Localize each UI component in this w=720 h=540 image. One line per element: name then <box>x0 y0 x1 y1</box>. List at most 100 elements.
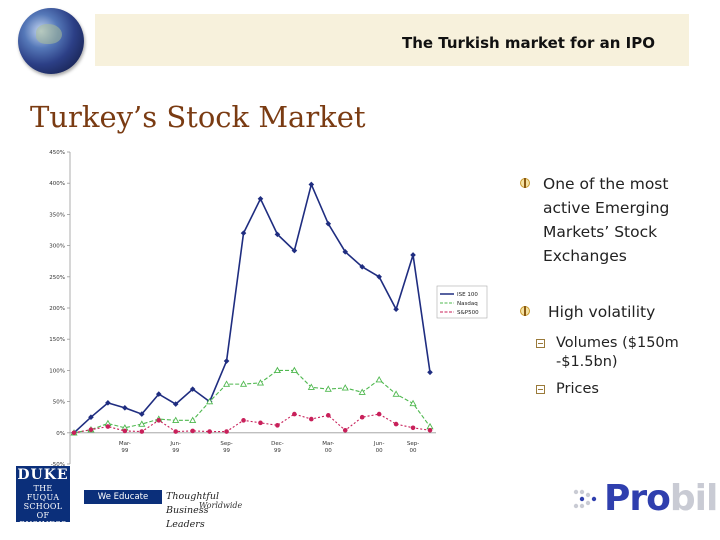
y-tick-label: 100% <box>49 368 65 374</box>
legend-label: ISE 100 <box>457 292 478 298</box>
duke-logo-line: SCHOOL <box>23 502 63 511</box>
data-point <box>375 376 383 383</box>
data-point <box>224 429 229 434</box>
data-point <box>239 380 248 387</box>
data-point <box>427 369 433 376</box>
data-point <box>273 366 281 374</box>
chart-axes <box>67 151 436 465</box>
probil-pro: Pro <box>604 478 671 519</box>
legend-label: S&P500 <box>457 310 479 316</box>
data-point <box>376 411 382 417</box>
data-point <box>325 413 331 418</box>
data-point <box>342 249 349 255</box>
y-tick-labels: 450% 400% 350% 300% 250% 200% 150% 100% 50% 0% -50… <box>49 150 65 468</box>
x-tick-label-year: 99 <box>121 448 128 454</box>
data-point <box>88 427 94 432</box>
data-point <box>172 401 179 407</box>
header-title: The Turkish market for an IPO <box>401 34 655 52</box>
data-point <box>427 428 433 433</box>
data-point <box>105 424 111 429</box>
data-point <box>324 385 332 392</box>
data-point <box>122 405 128 411</box>
bullet-text: One of the most active Emerging Markets’… <box>543 175 670 265</box>
y-tick-label: -50% <box>51 462 65 468</box>
data-point <box>189 416 197 423</box>
sub-bullet-text: Volumes ($150m -$1.5bn) <box>556 335 679 370</box>
data-point <box>189 386 196 392</box>
y-tick-label: 450% <box>49 150 65 156</box>
data-point <box>223 358 230 364</box>
tagline-we-educate: We Educate <box>84 490 162 504</box>
x-tick-label: Sep- <box>407 441 419 447</box>
square-bullet-icon <box>536 385 545 394</box>
probil-dots-icon <box>573 489 597 509</box>
x-tick-label: Mar- <box>322 441 334 447</box>
series-lines <box>70 181 434 436</box>
data-point <box>410 252 416 258</box>
data-point <box>105 400 111 406</box>
data-point <box>139 429 145 434</box>
data-point <box>190 428 195 434</box>
x-tick-label-year: 99 <box>274 448 281 454</box>
data-point <box>172 416 180 423</box>
data-point <box>392 390 400 397</box>
duke-logo-line: OF BUSINESS <box>19 511 67 529</box>
series-line-s-p500 <box>73 413 431 434</box>
data-point <box>173 429 179 434</box>
data-point <box>409 399 417 407</box>
tagline-banner: We Educate Thoughtful Business Leaders W… <box>84 490 244 530</box>
x-tick-label: Sep- <box>220 441 232 447</box>
bullet-icon <box>520 178 530 188</box>
bullet-text: High volatility <box>548 303 656 321</box>
duke-logo-line: THE FUQUA <box>26 484 60 502</box>
x-tick-labels: Mar-99Jun-99Sep-99Dec-99Mar-00Jun-00Sep-… <box>119 441 419 454</box>
stock-chart: 450% 400% 350% 300% 250% 200% 150% 100% 50% 0% -50… <box>49 150 488 468</box>
y-tick-label: 300% <box>49 244 65 250</box>
data-point <box>88 414 94 420</box>
data-point <box>258 420 263 426</box>
sub-bullet-item: Prices <box>536 380 720 399</box>
probil-wordmark: Probil <box>604 478 718 519</box>
x-tick-label-year: 00 <box>410 448 417 454</box>
data-point <box>292 411 297 417</box>
sub-bullet-text: Prices <box>556 381 599 397</box>
y-tick-label: 50% <box>53 400 65 406</box>
data-point <box>393 421 399 427</box>
x-tick-label: Mar- <box>119 441 131 447</box>
slide-title: Turkey’s Stock Market <box>30 100 366 134</box>
data-point <box>359 264 365 270</box>
data-point <box>393 306 399 313</box>
x-tick-label-year: 00 <box>325 448 332 454</box>
data-point <box>223 380 231 387</box>
sub-bullet-item: Volumes ($150m -$1.5bn) <box>536 334 720 372</box>
x-tick-label-year: 99 <box>223 448 230 454</box>
data-point <box>290 366 298 374</box>
y-tick-label: 250% <box>49 275 65 281</box>
tagline-main: Thoughtful Business Leaders <box>166 491 219 530</box>
data-point <box>308 181 315 188</box>
data-point <box>275 423 280 428</box>
legend-box <box>436 285 488 319</box>
bullet-icon <box>520 306 530 316</box>
data-point <box>156 418 162 423</box>
probil-bil: bil <box>669 478 718 519</box>
x-tick-label: Jun- <box>169 441 181 447</box>
x-tick-label: Jun- <box>373 441 385 447</box>
y-tick-label: 400% <box>49 181 65 187</box>
data-point <box>309 416 314 422</box>
data-point <box>376 274 382 280</box>
probil-logo: Probil <box>572 478 718 523</box>
y-tick-label: 200% <box>49 306 65 312</box>
data-point <box>71 430 77 436</box>
square-bullet-icon <box>536 339 545 348</box>
chart-legend: ISE 100 Nasdaq S&P500 <box>436 285 488 319</box>
x-tick-label-year: 99 <box>172 448 179 454</box>
data-point <box>342 428 348 433</box>
x-tick-label-year: 00 <box>376 448 383 454</box>
series-line-nasdaq <box>73 369 431 434</box>
data-point <box>257 196 264 202</box>
series-line-ise-100 <box>73 181 431 434</box>
data-point <box>206 397 214 405</box>
data-point <box>410 425 416 431</box>
x-tick-label: Dec- <box>271 441 284 447</box>
